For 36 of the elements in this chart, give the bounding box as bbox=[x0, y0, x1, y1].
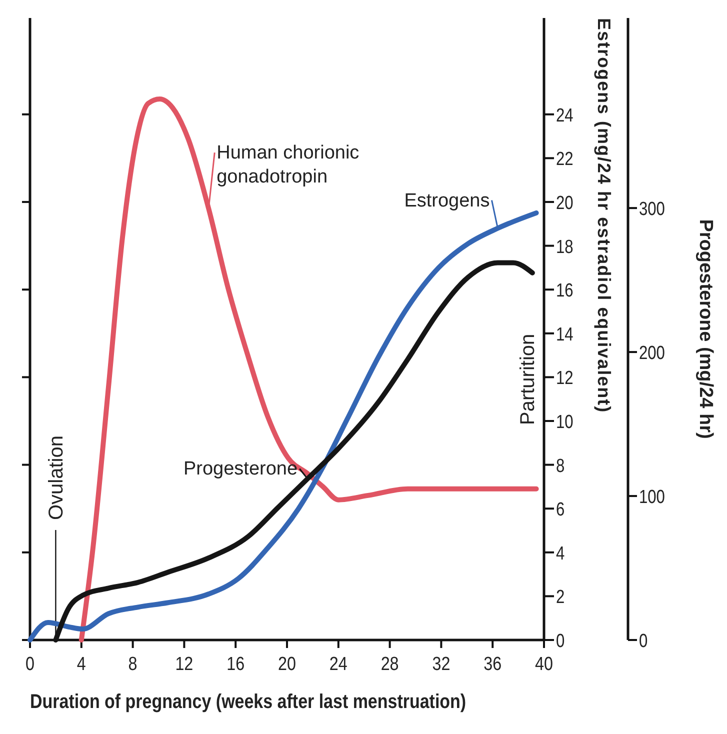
x-tick-label: 20 bbox=[278, 652, 296, 674]
y3-tick-label: 0 bbox=[639, 630, 648, 652]
y2-tick-label: 8 bbox=[556, 454, 565, 476]
y2-tick-label: 12 bbox=[556, 366, 574, 389]
y2-tick-label: 20 bbox=[556, 191, 574, 214]
y2-tick-label: 4 bbox=[556, 542, 565, 564]
y3-tick-label: 200 bbox=[639, 342, 665, 364]
y3-tick-label: 100 bbox=[639, 486, 665, 508]
series-label: Progesterone bbox=[183, 458, 298, 480]
x-tick-label: 8 bbox=[128, 652, 138, 674]
y2-tick-label: 24 bbox=[556, 104, 574, 126]
series-label: Human chorionic gonadotropin bbox=[216, 142, 360, 188]
x-axis-title: Duration of pregnancy (weeks after last menstruation) bbox=[30, 690, 466, 712]
y2-tick-label: 16 bbox=[556, 279, 574, 301]
y2-tick-label: 6 bbox=[556, 498, 565, 520]
y2-tick-label: 14 bbox=[556, 322, 574, 345]
x-tick-label: 16 bbox=[226, 652, 245, 674]
y2-tick-label: 0 bbox=[556, 630, 565, 652]
x-tick-label: 28 bbox=[380, 652, 399, 674]
x-tick-label: 40 bbox=[535, 652, 554, 674]
x-tick-label: 24 bbox=[329, 652, 348, 674]
y2-tick-label: 22 bbox=[556, 148, 574, 170]
ref-line-label: Ovulation bbox=[46, 436, 68, 520]
y2-tick-label: 10 bbox=[556, 410, 574, 432]
series-label: Estrogens bbox=[404, 190, 490, 212]
x-tick-label: 12 bbox=[175, 652, 194, 674]
y3-axis-title: Progesterone (mg/24 hr) bbox=[695, 219, 716, 439]
x-tick-label: 32 bbox=[432, 652, 450, 674]
y3-tick-label: 300 bbox=[639, 198, 665, 220]
x-tick-label: 36 bbox=[484, 652, 502, 674]
y2-tick-label: 18 bbox=[556, 235, 574, 258]
annotation: Parturition bbox=[517, 334, 539, 425]
x-tick-label: 4 bbox=[76, 652, 86, 674]
y2-tick-label: 2 bbox=[556, 586, 565, 608]
x-tick-label: 0 bbox=[26, 652, 35, 674]
y2-axis-title: Estrogens (mg/24 hr estradiol equivalent) bbox=[594, 18, 614, 414]
